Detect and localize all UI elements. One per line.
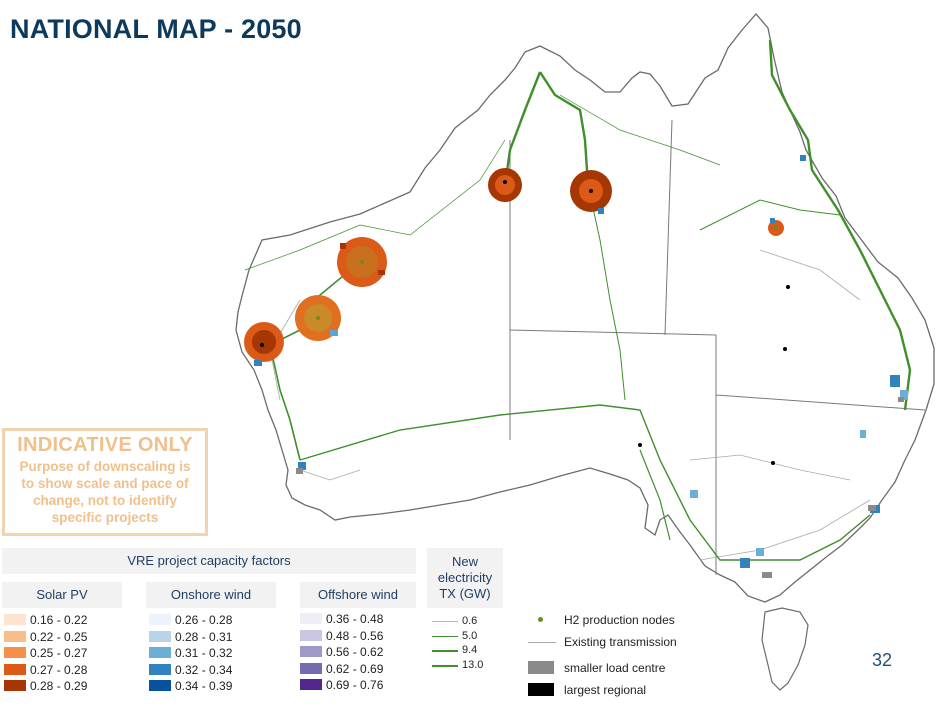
legend-title: VRE project capacity factors [2,548,416,574]
notice-line: change, not to identify [33,493,177,508]
onshore-legend-label: 0.26 - 0.28 [175,613,233,627]
tx-legend-row: 13.0 [432,658,502,672]
legend-onshore-heading: Onshore wind [146,582,276,608]
tx-legend-line [432,635,458,637]
h2-nodes [316,226,778,320]
onshore-legend-row: 0.31 - 0.32 [149,645,259,661]
tx-legend-label: 9.4 [462,644,478,656]
indicative-notice: INDICATIVE ONLY Purpose of downscaling i… [2,428,208,536]
solar-zone-pilbara-3 [244,322,284,366]
offshore-legend-swatch [300,629,322,641]
notice-heading: INDICATIVE ONLY [17,434,193,456]
notice-line: specific projects [51,510,159,525]
tx-legend-label: 5.0 [462,629,478,642]
legend-tx-title: New electricity TX (GW) [427,548,503,608]
onshore-legend-label: 0.34 - 0.39 [175,679,233,693]
solar-legend-label: 0.27 - 0.28 [30,662,88,677]
notice-line: to show scale and pace of [21,476,189,491]
tx-legend-line [432,664,458,667]
onshore-legend-swatch [149,647,171,658]
offshore-legend-label: 0.48 - 0.56 [326,628,384,643]
smaller-load-icon [528,661,554,674]
solar-legend-swatch [4,630,26,642]
existing-transmission [269,249,871,561]
tx-legend-row: 9.4 [432,643,502,657]
onshore-legend-swatch [149,614,171,625]
load-centres [296,397,904,578]
h2-node-icon [538,617,543,622]
solar-legend-label: 0.28 - 0.29 [30,679,88,693]
solar-legend-row: 0.25 - 0.27 [4,645,114,661]
onshore-legend-label: 0.31 - 0.32 [175,646,233,660]
solar-legend-row: 0.16 - 0.22 [4,612,114,628]
tx-legend-label: 13.0 [462,658,484,671]
legend-smaller-row: smaller load centre [528,660,698,676]
notice-body: Purpose of downscaling is to show scale … [5,458,205,526]
onshore-legend-swatch [149,630,171,642]
onshore-legend-row: 0.28 - 0.31 [149,629,259,645]
solar-legend-swatch [4,647,26,658]
solar-legend-row: 0.28 - 0.29 [4,678,114,694]
new-transmission [244,39,912,561]
offshore-legend-row: 0.69 - 0.76 [300,677,410,693]
tx-legend-row: 5.0 [432,629,502,643]
solar-legend-label: 0.25 - 0.27 [30,646,88,660]
existing-line-icon [528,642,556,643]
onshore-legend-swatch [149,680,171,691]
offshore-legend-label: 0.69 - 0.76 [326,678,384,692]
tx-legend-line [432,650,458,652]
legend-existing-row: Existing transmission [528,634,698,650]
onshore-legend-label: 0.32 - 0.34 [175,662,233,677]
tx-title-line: New [451,554,478,569]
page-number: 32 [872,650,893,670]
onshore-legend-row: 0.32 - 0.34 [149,662,259,678]
coastline-tasmania [761,607,809,691]
solar-legend-swatch [4,614,26,625]
legend-h2-label: H2 production nodes [564,613,675,627]
largest-regional-icon [528,683,554,696]
offshore-legend-row: 0.36 - 0.48 [300,611,410,627]
legend-smaller-label: smaller load centre [564,661,666,675]
offshore-legend-row: 0.56 - 0.62 [300,644,410,660]
tx-title-line: electricity [437,570,493,585]
legend-solar-heading: Solar PV [2,582,122,608]
onshore-legend-label: 0.28 - 0.31 [175,629,233,644]
solar-legend-row: 0.22 - 0.25 [4,629,114,645]
largest-regional-dots [260,180,790,465]
solar-legend-label: 0.22 - 0.25 [30,629,88,644]
offshore-legend-swatch [300,679,322,690]
legend-largest-row: largest regional [528,682,698,698]
notice-line: Purpose of downscaling is [19,459,191,474]
coastline-mainland [235,13,935,603]
solar-legend-swatch [4,680,26,691]
onshore-legend-swatch [149,663,171,675]
offshore-legend-row: 0.48 - 0.56 [300,628,410,644]
tx-legend-label: 0.6 [462,615,478,627]
solar-legend-label: 0.16 - 0.22 [30,613,88,627]
page-title: NATIONAL MAP - 2050 [10,14,302,44]
offshore-legend-swatch [300,662,322,674]
solar-legend-swatch [4,663,26,675]
legend-h2-row: H2 production nodes [528,612,698,628]
tx-legend-row: 0.6 [432,614,502,628]
solar-zone-nt-2 [570,170,612,214]
offshore-legend-swatch [300,613,322,624]
tx-title-line: TX (GW) [439,586,491,601]
onshore-legend-row: 0.26 - 0.28 [149,612,259,628]
legend-largest-label: largest regional [564,683,647,697]
legend-offshore-heading: Offshore wind [300,582,416,608]
solar-zone-nt-1 [488,168,522,202]
solar-legend-row: 0.27 - 0.28 [4,662,114,678]
offshore-legend-label: 0.62 - 0.69 [326,661,384,676]
onshore-legend-row: 0.34 - 0.39 [149,678,259,694]
tx-legend-line [432,621,458,622]
legend-existing-label: Existing transmission [564,635,677,649]
offshore-legend-label: 0.56 - 0.62 [326,645,384,659]
offshore-legend-swatch [300,646,322,657]
offshore-legend-label: 0.36 - 0.48 [326,612,384,626]
offshore-legend-row: 0.62 - 0.69 [300,661,410,677]
